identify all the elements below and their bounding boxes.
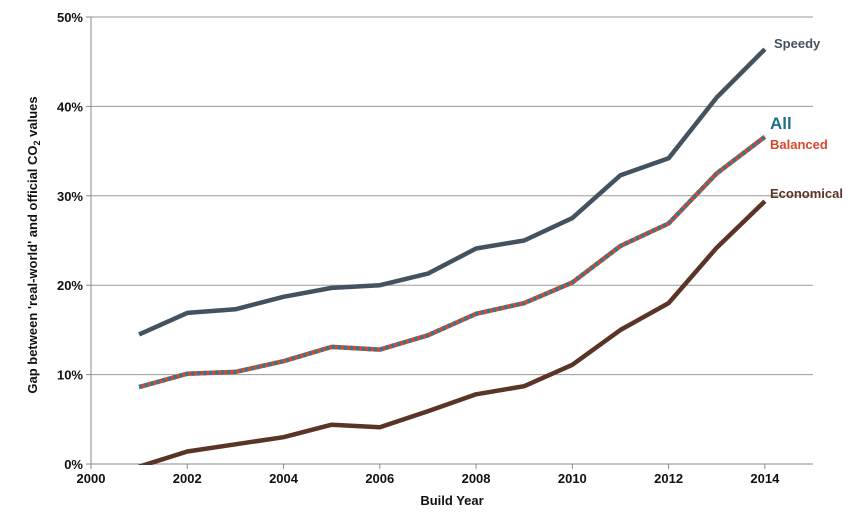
x-tick-label-4: 2008 [462, 471, 491, 486]
series-label-balanced: Balanced [770, 137, 828, 152]
y-axis-title-prefix: Gap between 'real-world' and official CO [25, 145, 40, 393]
x-tick-label-2: 2004 [269, 471, 299, 486]
y-axis-title: Gap between 'real-world' and official CO… [25, 96, 42, 393]
y-tick-label-5: 50% [57, 10, 83, 25]
series-line-speedy [138, 47, 767, 337]
x-tick-label-0: 2000 [77, 471, 106, 486]
x-tick-label-1: 2002 [173, 471, 202, 486]
series-label-all: All [770, 114, 792, 133]
x-tick-label-7: 2014 [750, 471, 780, 486]
x-tick-label-3: 2006 [365, 471, 394, 486]
y-tick-labels: 0% 10% 20% 30% 40% 50% [57, 10, 83, 472]
y-tick-label-3: 30% [57, 189, 83, 204]
y-tick-label-0: 0% [64, 457, 83, 472]
series-label-economical: Economical [770, 186, 843, 201]
x-tick-label-5: 2010 [558, 471, 587, 486]
series-line-balanced [138, 135, 767, 390]
y-tick-label-2: 20% [57, 278, 83, 293]
x-tick-labels: 2000 2002 2004 2006 2008 2010 2012 2014 [77, 471, 781, 486]
grid-lines [91, 16, 813, 376]
y-axis-title-suffix: values [25, 96, 40, 140]
y-tick-label-4: 40% [57, 99, 83, 114]
x-tick-label-6: 2012 [654, 471, 683, 486]
y-axis-title-subscript: 2 [32, 140, 42, 145]
series-lines [138, 47, 767, 465]
series-label-speedy: Speedy [774, 36, 821, 51]
x-axis-title: Build Year [420, 493, 483, 508]
y-tick-label-1: 10% [57, 368, 83, 383]
axes [86, 16, 813, 469]
series-line-economical [138, 199, 767, 465]
